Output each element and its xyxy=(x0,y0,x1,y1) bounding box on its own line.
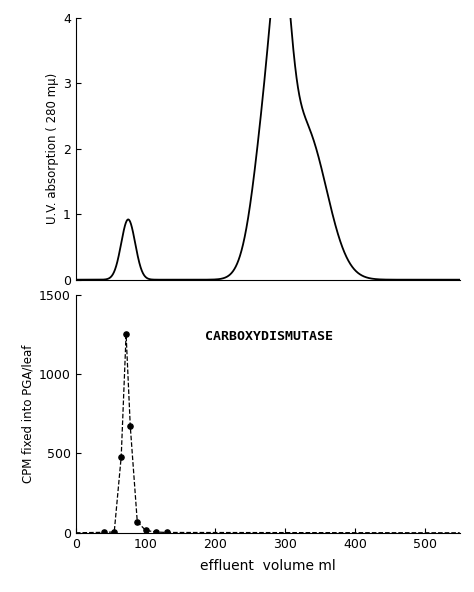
Point xyxy=(142,526,149,535)
Point xyxy=(110,527,118,537)
Point xyxy=(163,527,170,537)
Point xyxy=(152,527,160,537)
Point xyxy=(127,422,134,431)
Point xyxy=(122,330,130,339)
Point xyxy=(134,517,141,526)
Y-axis label: U.V. absorption ( 280 mμ): U.V. absorption ( 280 mμ) xyxy=(46,73,59,224)
Point xyxy=(118,452,125,461)
Text: CARBOXYDISMUTASE: CARBOXYDISMUTASE xyxy=(205,330,333,343)
X-axis label: effluent  volume ml: effluent volume ml xyxy=(200,559,336,573)
Point xyxy=(100,527,108,537)
Y-axis label: CPM fixed into PGA/leaf: CPM fixed into PGA/leaf xyxy=(22,345,35,483)
